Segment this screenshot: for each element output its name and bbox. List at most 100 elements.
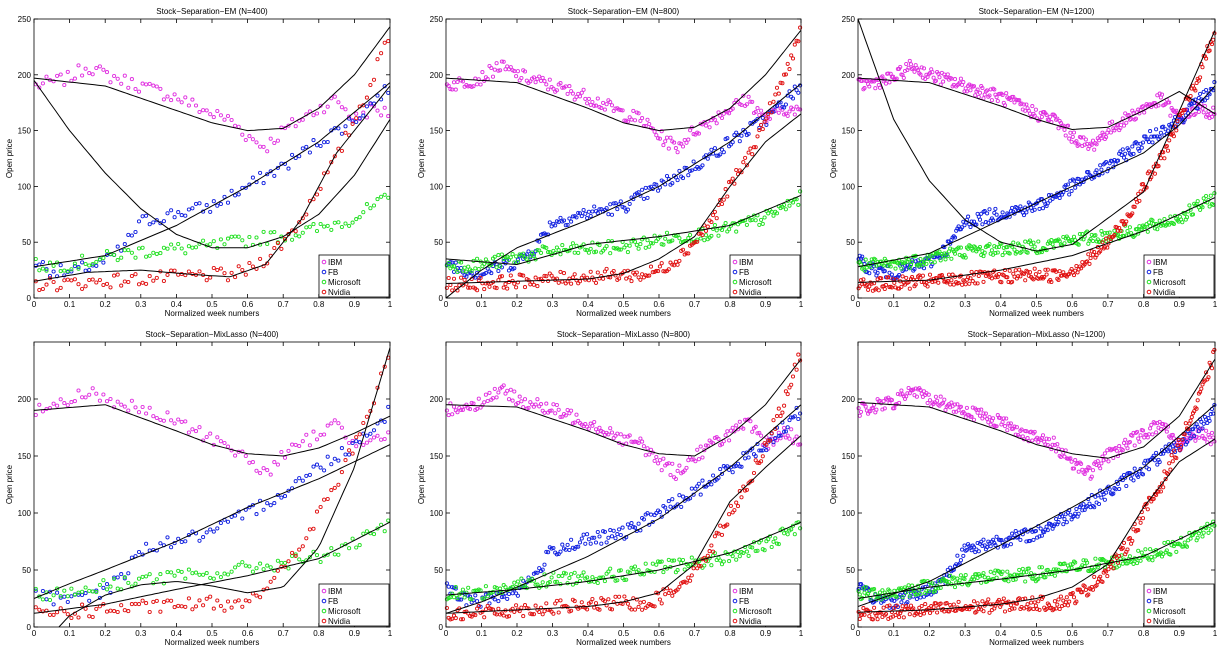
data-point <box>579 90 584 95</box>
data-point <box>968 224 973 230</box>
data-point <box>577 211 583 216</box>
data-point <box>1025 250 1030 255</box>
data-point <box>473 266 478 271</box>
data-point <box>650 603 655 609</box>
x-tick-label: 0.6 <box>242 300 254 309</box>
data-point <box>1177 542 1182 547</box>
data-point <box>1033 107 1038 112</box>
data-point <box>161 245 166 250</box>
data-point <box>215 108 220 114</box>
data-point <box>618 568 623 573</box>
data-point <box>62 273 67 278</box>
data-point <box>668 135 673 140</box>
x-tick-label: 0.7 <box>278 300 290 309</box>
x-tick-label: 0.6 <box>653 300 665 309</box>
data-point <box>652 129 657 134</box>
data-point <box>641 196 646 201</box>
data-point <box>151 278 156 283</box>
data-point <box>905 600 910 605</box>
data-point <box>976 549 981 554</box>
data-point <box>307 472 312 477</box>
data-point <box>1111 491 1116 496</box>
data-point <box>1187 203 1192 208</box>
data-point <box>247 260 252 266</box>
data-point <box>451 595 457 600</box>
data-point <box>994 212 999 217</box>
data-point <box>133 86 138 92</box>
data-point <box>1065 123 1071 128</box>
data-point <box>872 79 877 84</box>
data-point <box>40 266 45 271</box>
data-point <box>874 613 879 618</box>
data-point <box>69 400 74 405</box>
data-point <box>1101 132 1106 137</box>
data-point <box>368 431 373 436</box>
data-point <box>638 242 643 247</box>
data-point <box>1136 107 1141 112</box>
data-point <box>535 284 540 289</box>
data-point <box>40 409 45 414</box>
data-point <box>112 609 117 614</box>
data-point <box>943 257 948 262</box>
data-point <box>618 108 623 113</box>
data-point <box>275 558 280 563</box>
data-point <box>460 79 465 84</box>
data-point <box>705 156 710 161</box>
data-point <box>147 609 152 615</box>
series-fb <box>444 83 803 281</box>
data-point <box>140 574 145 579</box>
data-point <box>450 288 455 293</box>
data-point <box>286 166 291 171</box>
data-point <box>512 580 517 585</box>
data-point <box>83 606 88 611</box>
data-point <box>268 136 273 141</box>
data-point <box>314 143 320 148</box>
data-point <box>608 528 613 533</box>
data-point <box>993 206 998 211</box>
data-point <box>94 259 99 264</box>
data-point <box>1039 533 1044 538</box>
data-point <box>87 263 92 268</box>
data-point <box>1145 229 1150 234</box>
data-point <box>569 572 574 577</box>
data-point <box>657 264 662 269</box>
data-point <box>638 600 643 605</box>
data-point <box>154 577 159 582</box>
data-point <box>1208 528 1213 533</box>
data-point <box>496 390 501 395</box>
data-point <box>1188 536 1193 541</box>
data-point <box>503 391 508 396</box>
data-point <box>512 609 517 614</box>
data-point <box>750 429 755 434</box>
data-point <box>734 229 739 234</box>
data-point <box>718 467 723 472</box>
data-point <box>490 74 496 79</box>
data-point <box>1157 134 1162 139</box>
data-point <box>1031 537 1036 542</box>
data-point <box>560 243 565 248</box>
data-point <box>265 501 270 506</box>
data-point <box>1167 100 1172 105</box>
data-point <box>916 67 921 72</box>
data-point <box>144 281 149 286</box>
data-point <box>482 287 487 292</box>
data-point <box>622 577 627 583</box>
data-point <box>332 220 337 225</box>
data-point <box>608 202 613 207</box>
data-point <box>750 99 755 104</box>
legend-marker <box>321 289 327 295</box>
data-point <box>1168 113 1173 118</box>
data-point <box>1046 437 1052 442</box>
data-point <box>966 214 971 219</box>
legend-entry: FB <box>328 597 338 606</box>
data-point <box>609 103 615 108</box>
data-point <box>250 460 255 465</box>
data-point <box>546 278 551 284</box>
data-point <box>297 220 302 225</box>
x-tick-label: 0.3 <box>547 629 559 638</box>
data-point <box>236 509 241 514</box>
data-point <box>981 279 986 284</box>
data-point <box>907 391 912 396</box>
data-point <box>951 602 956 607</box>
data-point <box>973 245 978 250</box>
